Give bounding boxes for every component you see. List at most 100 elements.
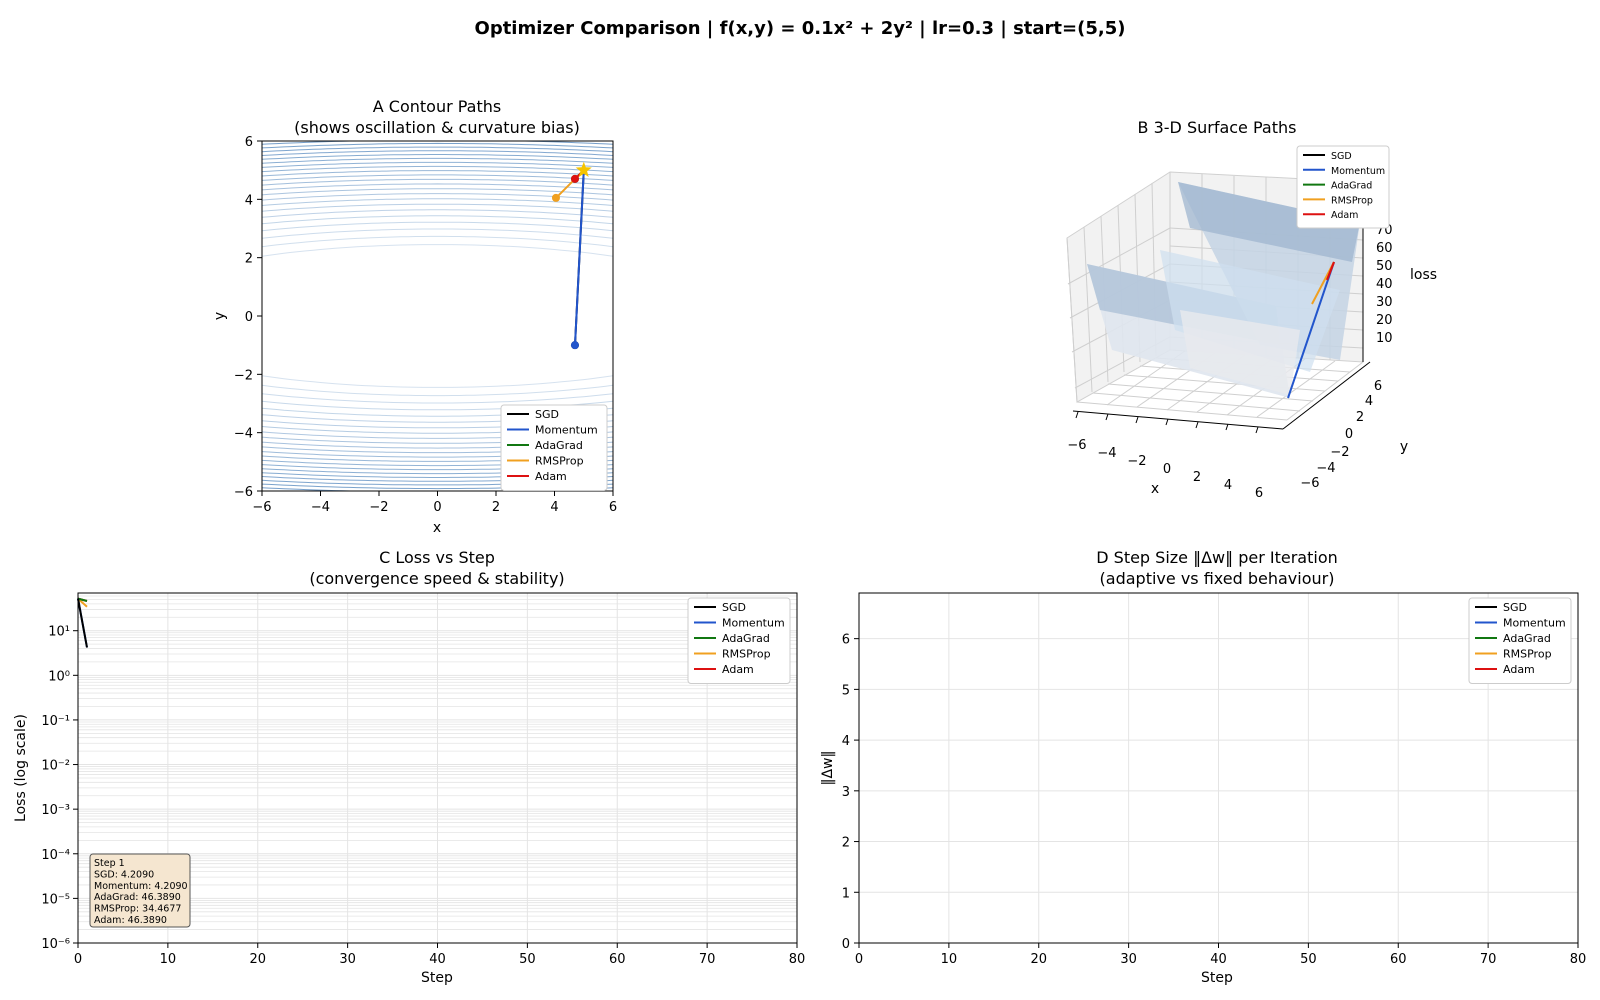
panel-c-loss-vs-step: C Loss vs Step (convergence speed & stab… — [13, 548, 805, 986]
panel-b-ytick-4: 2 — [1356, 410, 1364, 425]
panel-a-ytick: 4 — [245, 193, 253, 208]
panel-a-ylabel: y — [212, 312, 228, 320]
panel-a-ytick: −4 — [234, 427, 253, 442]
panel-b-ylabel: y — [1400, 439, 1408, 455]
panel-c-xtick: 60 — [609, 952, 626, 967]
info-box-line: Step 1 — [94, 858, 125, 869]
panel-b-ztick-4: 50 — [1376, 259, 1393, 274]
panel-d-grid — [859, 593, 1578, 943]
contour-line — [262, 198, 613, 206]
panel-d-xtick: 80 — [1570, 952, 1587, 967]
contour-line — [262, 142, 613, 149]
panel-d-ytick: 3 — [842, 785, 850, 800]
contour-line — [262, 165, 613, 173]
legend-label-adam: Adam — [722, 663, 754, 676]
panel-a-xtick: 2 — [492, 500, 500, 515]
panel-c-xtick: 20 — [249, 952, 266, 967]
info-box-line: AdaGrad: 46.3890 — [94, 892, 181, 903]
panel-b-path-adam — [1325, 261, 1336, 281]
panel-b-3d-surface: B 3-D Surface Paths — [1066, 118, 1437, 501]
panel-b-ytick-6: 6 — [1374, 379, 1382, 394]
panel-b-xtick-3: 0 — [1163, 462, 1171, 477]
legend-label-sgd: SGD — [722, 601, 746, 614]
panel-d-xtick: 20 — [1030, 952, 1047, 967]
panel-c-legend: SGD Momentum AdaGrad RMSProp Adam — [687, 597, 791, 684]
panel-d-xtick: 10 — [941, 952, 958, 967]
panel-b-x-axis: −6 −4 −2 0 2 4 6 x — [1067, 410, 1284, 501]
panel-a-xtick: 0 — [433, 500, 441, 515]
panel-b-xtick-0: −6 — [1067, 438, 1086, 453]
panel-d-xtick: 40 — [1210, 952, 1227, 967]
legend-label-rmsprop: RMSProp — [1331, 195, 1373, 206]
legend-label-rmsprop: RMSProp — [722, 648, 771, 661]
panel-a-xtick: −6 — [252, 500, 271, 515]
panel-c-ytick: 10¹ — [48, 625, 70, 640]
panel-b-ztick-2: 30 — [1376, 295, 1393, 310]
panel-a-xlabel: x — [433, 520, 441, 536]
panel-d-title: D Step Size ‖Δw‖ per Iteration — [1096, 548, 1338, 567]
panel-c-subtitle: (convergence speed & stability) — [309, 569, 564, 588]
contour-line — [262, 174, 613, 181]
panel-c-xtick: 0 — [74, 952, 82, 967]
panel-a-xtick: 6 — [609, 500, 617, 515]
contour-line — [262, 183, 613, 191]
panel-d-ytick: 5 — [842, 683, 850, 698]
panel-a-subtitle: (shows oscillation & curvature bias) — [294, 118, 580, 137]
info-box-line: Momentum: 4.2090 — [94, 881, 188, 892]
panel-c-xlabel: Step — [421, 970, 453, 986]
panel-c-grid — [78, 592, 797, 944]
legend-label-momentum: Momentum — [535, 424, 598, 437]
legend-box — [500, 404, 608, 491]
contour-line — [262, 393, 613, 404]
panel-c-ytick: 10⁻² — [41, 759, 70, 774]
panel-b-xtick-1: −4 — [1097, 446, 1116, 461]
panel-c-xtick: 50 — [519, 952, 536, 967]
legend-box — [687, 597, 791, 684]
panel-c-xtick: 40 — [429, 952, 446, 967]
contour-line — [262, 141, 613, 142]
panel-c-title: C Loss vs Step — [379, 548, 495, 567]
panel-d-subtitle: (adaptive vs fixed behaviour) — [1100, 569, 1335, 588]
panel-a-ytick: 2 — [245, 252, 253, 267]
panel-c-ticks: 0 10 20 30 40 50 60 70 80 10⁻⁶ 10⁻⁵ 10⁻⁴ 10⁻³ 10⁻² 10⁻… — [41, 625, 805, 967]
panel-d-xtick: 60 — [1390, 952, 1407, 967]
panel-a-ytick: 0 — [245, 310, 253, 325]
panel-b-ztick-3: 40 — [1376, 277, 1393, 292]
info-box-bg — [89, 853, 191, 928]
panel-a-xtick: 4 — [550, 500, 558, 515]
info-box-line: Adam: 46.3890 — [94, 915, 167, 926]
panel-c-line-sgd — [77, 598, 88, 648]
panel-c-ytick: 10⁻⁶ — [41, 937, 70, 952]
panel-b-ytick-2: −2 — [1330, 445, 1349, 460]
contour-line — [262, 157, 613, 164]
legend-label-adam: Adam — [535, 470, 567, 483]
legend-label-momentum: Momentum — [1331, 166, 1385, 177]
panel-d-ylabel: ‖Δw‖ — [820, 750, 836, 785]
panel-c-line-adagrad — [77, 597, 88, 602]
panel-d-ytick: 4 — [842, 734, 850, 749]
contour-line — [262, 154, 613, 160]
panel-b-ytick-5: 4 — [1365, 394, 1373, 409]
legend-label-adagrad: AdaGrad — [535, 439, 583, 452]
legend-label-sgd: SGD — [535, 408, 559, 421]
panel-c-frame — [77, 592, 798, 944]
panel-a-end-point-adam — [570, 174, 579, 183]
panel-a-ytick: 6 — [245, 135, 253, 150]
panel-b-xtick-6: 6 — [1255, 486, 1263, 501]
panel-b-ztick-5: 60 — [1376, 241, 1393, 256]
panel-a-xtick: −4 — [311, 500, 330, 515]
legend-label-adagrad: AdaGrad — [1503, 632, 1551, 645]
panel-d-step-size: D Step Size ‖Δw‖ per Iteration (adaptive… — [820, 548, 1586, 986]
panel-b-path-momentum — [1287, 261, 1335, 399]
info-box-line: SGD: 4.2090 — [94, 869, 154, 880]
panel-a-end-point-momentum — [570, 341, 579, 350]
panel-c-ytick: 10⁻⁵ — [41, 892, 70, 907]
panel-b-xtick-5: 4 — [1224, 478, 1232, 493]
contour-line — [262, 150, 613, 156]
panel-b-y-axis: −6 −4 −2 0 2 4 6 y — [1282, 361, 1408, 491]
legend-label-sgd: SGD — [1503, 601, 1527, 614]
panel-b-xlabel: x — [1151, 481, 1159, 497]
panel-d-xlabel: Step — [1201, 970, 1233, 986]
contour-line — [262, 221, 613, 232]
